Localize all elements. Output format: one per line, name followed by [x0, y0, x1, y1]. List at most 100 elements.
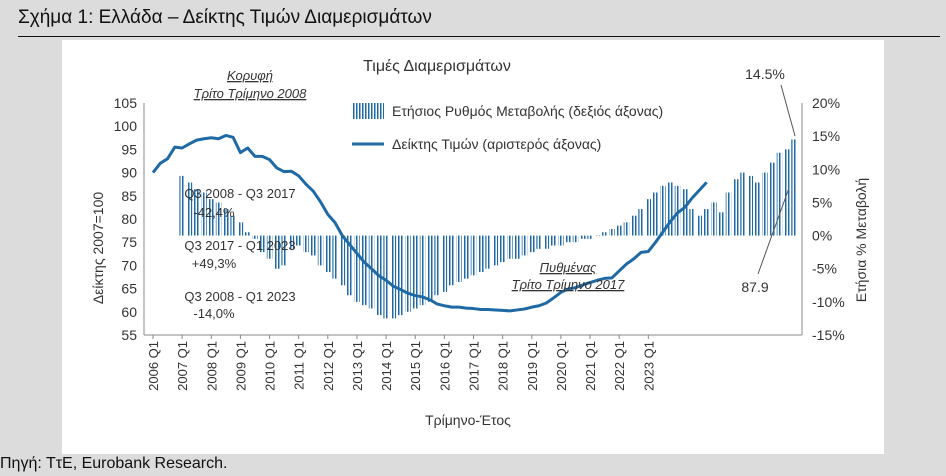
annual-change-bar [652, 192, 659, 236]
annual-change-bar [587, 235, 593, 239]
y-axis-left-title: Δείκτης 2007=100 [90, 192, 106, 305]
y-left-tick-label: 60 [121, 304, 137, 320]
annual-change-bar [645, 199, 652, 236]
annual-change-bar [303, 235, 309, 253]
y-left-tick-label: 55 [121, 327, 137, 343]
annual-change-bar [601, 232, 608, 236]
annual-change-bar [492, 235, 499, 266]
annual-change-bar [580, 235, 586, 239]
y-right-tick-label: -10% [812, 294, 845, 310]
annual-change-bar [310, 235, 316, 256]
annual-change-bar [703, 209, 710, 236]
annual-change-bar [390, 235, 397, 319]
annual-change-bar [397, 235, 404, 316]
annual-change-bar [463, 235, 469, 279]
annual-change-bar [740, 172, 746, 236]
figure-title: Σχήμα 1: Ελλάδα – Δείκτης Τιμών Διαμερισ… [18, 7, 432, 28]
legend-swatch-bars [352, 103, 384, 119]
annual-change-bar [499, 235, 506, 263]
y-right-tick-label: 10% [812, 161, 840, 177]
annual-change-bar [718, 212, 724, 236]
change-2-value: +49,3% [192, 256, 237, 271]
y-right-tick-label: 0% [812, 228, 832, 244]
annual-change-bar [325, 235, 331, 273]
change-3-value: -14,0% [193, 306, 235, 321]
x-tick-label: 2019 Q1 [525, 341, 540, 391]
last-bar-label: 14.5% [745, 66, 785, 82]
annual-change-bar [339, 235, 346, 286]
annual-change-bar [427, 235, 433, 302]
annual-change-bar [201, 192, 207, 236]
y-right-tick-label: 20% [812, 95, 840, 111]
annual-change-bar [572, 235, 579, 243]
annual-change-bar [470, 235, 477, 276]
y-axis-right-title: Ετήσια % Μεταβολή [853, 178, 869, 302]
x-tick-label: 2006 Q1 [146, 341, 161, 391]
left-axis-ticks: 105 100 95 90 85 80 75 70 65 60 55 [114, 95, 145, 343]
last-index-label: 87.9 [741, 279, 768, 295]
annual-change-bar [478, 235, 484, 273]
annual-change-bar [259, 235, 265, 253]
legend: Ετήσιος Ρυθμός Μεταβολής (δεξιός άξονας)… [352, 103, 663, 152]
annual-change-bar [521, 235, 528, 256]
annual-change-bar [230, 215, 236, 236]
y-right-tick-label: 15% [812, 128, 840, 144]
annual-change-bar [660, 185, 666, 236]
annual-change-bar [448, 235, 455, 286]
trough-annotation-title: Πυθμένας [540, 260, 597, 275]
annual-change-bar [747, 175, 754, 236]
annual-change-bar [179, 175, 185, 236]
x-tick-label: 2007 Q1 [175, 341, 190, 391]
annual-change-bar [434, 235, 440, 296]
annual-change-bar [536, 235, 542, 249]
annual-change-bar [732, 179, 739, 236]
annual-change-bar [332, 235, 338, 279]
title-rule [18, 36, 940, 37]
x-tick-label: 2022 Q1 [612, 341, 627, 391]
last-index-leader [757, 187, 790, 275]
y-right-tick-label: -5% [812, 261, 837, 277]
annual-change-bar [266, 235, 273, 259]
annual-change-bar [456, 235, 462, 282]
x-tick-label: 2010 Q1 [263, 341, 278, 391]
annual-change-bar [346, 235, 353, 296]
x-axis-title: Τρίμηνο-Έτος [425, 412, 511, 428]
annual-change-bar [791, 139, 797, 236]
price-index-chart: Τιμές Διαμερισμάτων Δείκτης 2007=100 Ετή… [90, 58, 869, 428]
annual-change-bar [368, 235, 375, 309]
x-tick-label: 2011 Q1 [292, 341, 307, 390]
price-index-line [151, 133, 708, 313]
annual-change-bar [558, 235, 564, 246]
annual-change-bar [776, 152, 783, 236]
annual-change-bar [783, 149, 790, 236]
x-tick-label: 2014 Q1 [379, 341, 394, 391]
annual-change-bar [223, 209, 229, 236]
y-left-tick-label: 100 [114, 118, 138, 134]
annual-change-bar [317, 235, 324, 266]
annual-change-bar [354, 235, 360, 302]
y-left-tick-label: 105 [114, 95, 138, 111]
x-axis-ticks: 2006 Q1 2007 Q1 2008 Q1 2009 Q1 2010 Q1 2011 … [144, 334, 802, 391]
annual-change-bar [186, 182, 193, 236]
x-tick-label: 2017 Q1 [467, 341, 482, 391]
annual-change-bar [711, 202, 717, 236]
annual-change-bar [383, 235, 389, 319]
x-tick-label: 2023 Q1 [641, 341, 656, 391]
annual-change-bar [674, 185, 681, 236]
peak-annotation-title: Κορυφή [227, 68, 273, 83]
price-index-line-group [151, 133, 708, 313]
annual-change-bar [274, 235, 280, 269]
annual-change-bar [689, 209, 695, 236]
annual-change-bar [485, 235, 491, 269]
peak-annotation-subtitle: Τρίτο Τρίμηνο 2008 [194, 86, 307, 101]
last-bar-leader [780, 84, 796, 137]
annual-change-bar [361, 235, 367, 306]
y-left-tick-label: 70 [121, 257, 137, 273]
change-1-value: -42,4% [193, 205, 235, 220]
y-left-tick-label: 75 [121, 234, 137, 250]
annual-change-bar [638, 209, 644, 236]
annual-change-bar [244, 232, 251, 236]
y-right-tick-label: -15% [812, 327, 845, 343]
annual-change-bar [193, 189, 200, 236]
annual-change-bar [631, 215, 637, 236]
